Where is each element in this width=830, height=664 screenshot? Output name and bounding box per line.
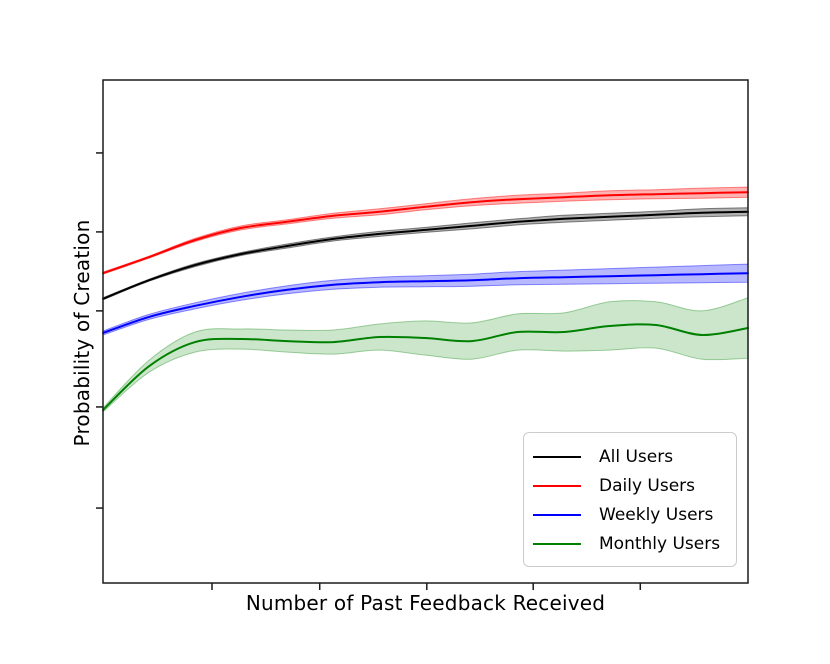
all-users-line-swatch: [533, 456, 581, 458]
legend-label: Monthly Users: [599, 534, 721, 554]
legend: All Users Daily Users Weekly Users Month…: [523, 432, 737, 567]
legend-item-weekly-users: Weekly Users: [533, 501, 726, 529]
axis-ticks: [96, 152, 642, 590]
legend-label: Weekly Users: [599, 505, 714, 525]
daily-users-line-swatch: [533, 485, 581, 487]
y-axis-label: Probability of Creation: [70, 219, 94, 447]
weekly-users-line-swatch: [533, 514, 581, 516]
legend-label: All Users: [599, 447, 674, 467]
legend-label: Daily Users: [599, 476, 696, 496]
legend-item-all-users: All Users: [533, 443, 726, 471]
series-lines: [102, 191, 749, 411]
plot-border: [102, 79, 749, 584]
x-axis-label: Number of Past Feedback Received: [245, 591, 606, 615]
confidence-bands: [102, 186, 749, 414]
legend-item-daily-users: Daily Users: [533, 472, 726, 500]
legend-item-monthly-users: Monthly Users: [533, 530, 726, 558]
monthly-users-line-swatch: [533, 543, 581, 545]
